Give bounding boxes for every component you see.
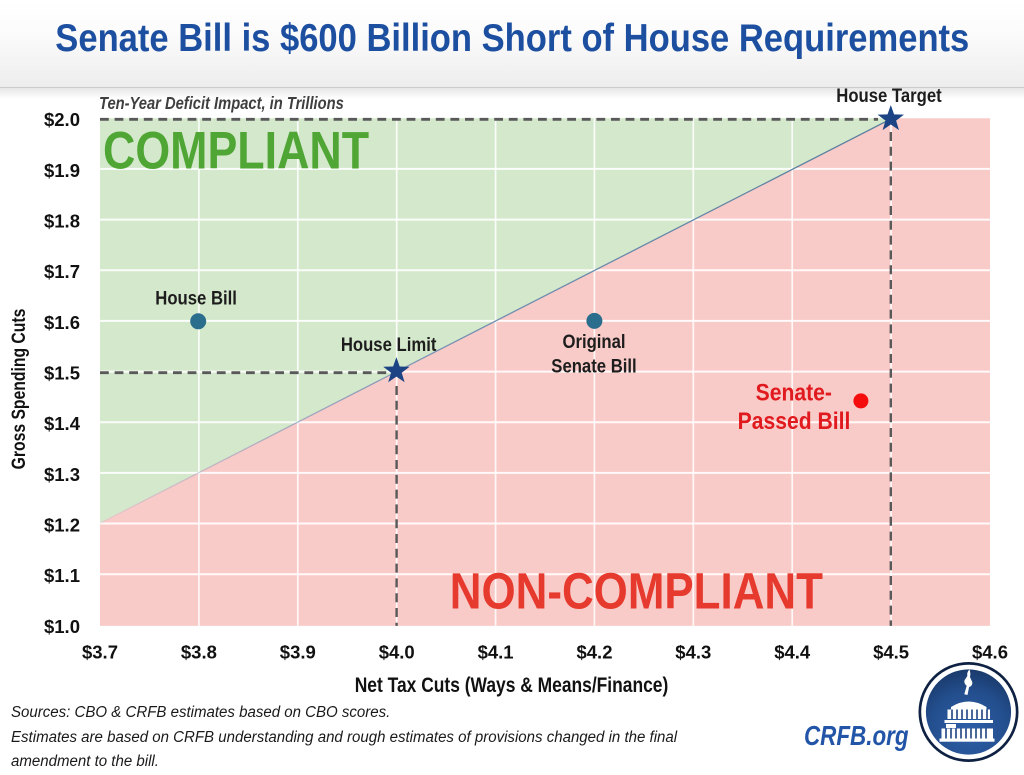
- svg-text:Senate-: Senate-: [756, 379, 832, 406]
- svg-text:$1.9: $1.9: [44, 160, 80, 181]
- svg-text:Original: Original: [562, 331, 625, 352]
- svg-text:$3.8: $3.8: [181, 642, 217, 663]
- svg-text:$4.4: $4.4: [774, 642, 811, 663]
- svg-text:$3.7: $3.7: [82, 642, 118, 663]
- svg-text:$4.1: $4.1: [478, 642, 514, 663]
- svg-text:Ten-Year Deficit Impact, in Tr: Ten-Year Deficit Impact, in Trillions: [99, 94, 344, 114]
- svg-text:House Target: House Target: [836, 85, 942, 106]
- svg-text:Gross Spending Cuts: Gross Spending Cuts: [7, 308, 29, 469]
- svg-text:$1.7: $1.7: [44, 261, 80, 282]
- svg-text:$4.0: $4.0: [379, 642, 415, 663]
- svg-text:$1.2: $1.2: [44, 515, 80, 536]
- svg-text:Net Tax Cuts (Ways & Means/Fin: Net Tax Cuts (Ways & Means/Finance): [355, 674, 669, 697]
- svg-text:$2.0: $2.0: [44, 109, 80, 130]
- svg-text:$1.5: $1.5: [44, 363, 80, 384]
- svg-text:$1.8: $1.8: [44, 211, 80, 232]
- svg-text:$4.2: $4.2: [576, 642, 612, 663]
- svg-text:NON-COMPLIANT: NON-COMPLIANT: [450, 563, 823, 620]
- svg-text:$1.3: $1.3: [44, 464, 80, 485]
- svg-text:Passed Bill: Passed Bill: [738, 408, 851, 435]
- svg-text:$1.1: $1.1: [44, 565, 80, 586]
- svg-text:COMPLIANT: COMPLIANT: [103, 122, 369, 180]
- svg-text:Senate Bill: Senate Bill: [551, 355, 636, 376]
- svg-text:$4.5: $4.5: [873, 642, 909, 663]
- svg-text:$1.6: $1.6: [44, 312, 80, 333]
- svg-text:$4.3: $4.3: [675, 642, 711, 663]
- svg-text:House Bill: House Bill: [155, 288, 237, 309]
- svg-text:House Limit: House Limit: [341, 334, 437, 355]
- svg-text:$3.9: $3.9: [280, 642, 316, 663]
- svg-text:$1.4: $1.4: [44, 413, 81, 434]
- svg-text:$4.6: $4.6: [972, 642, 1008, 663]
- svg-text:$1.0: $1.0: [44, 616, 80, 637]
